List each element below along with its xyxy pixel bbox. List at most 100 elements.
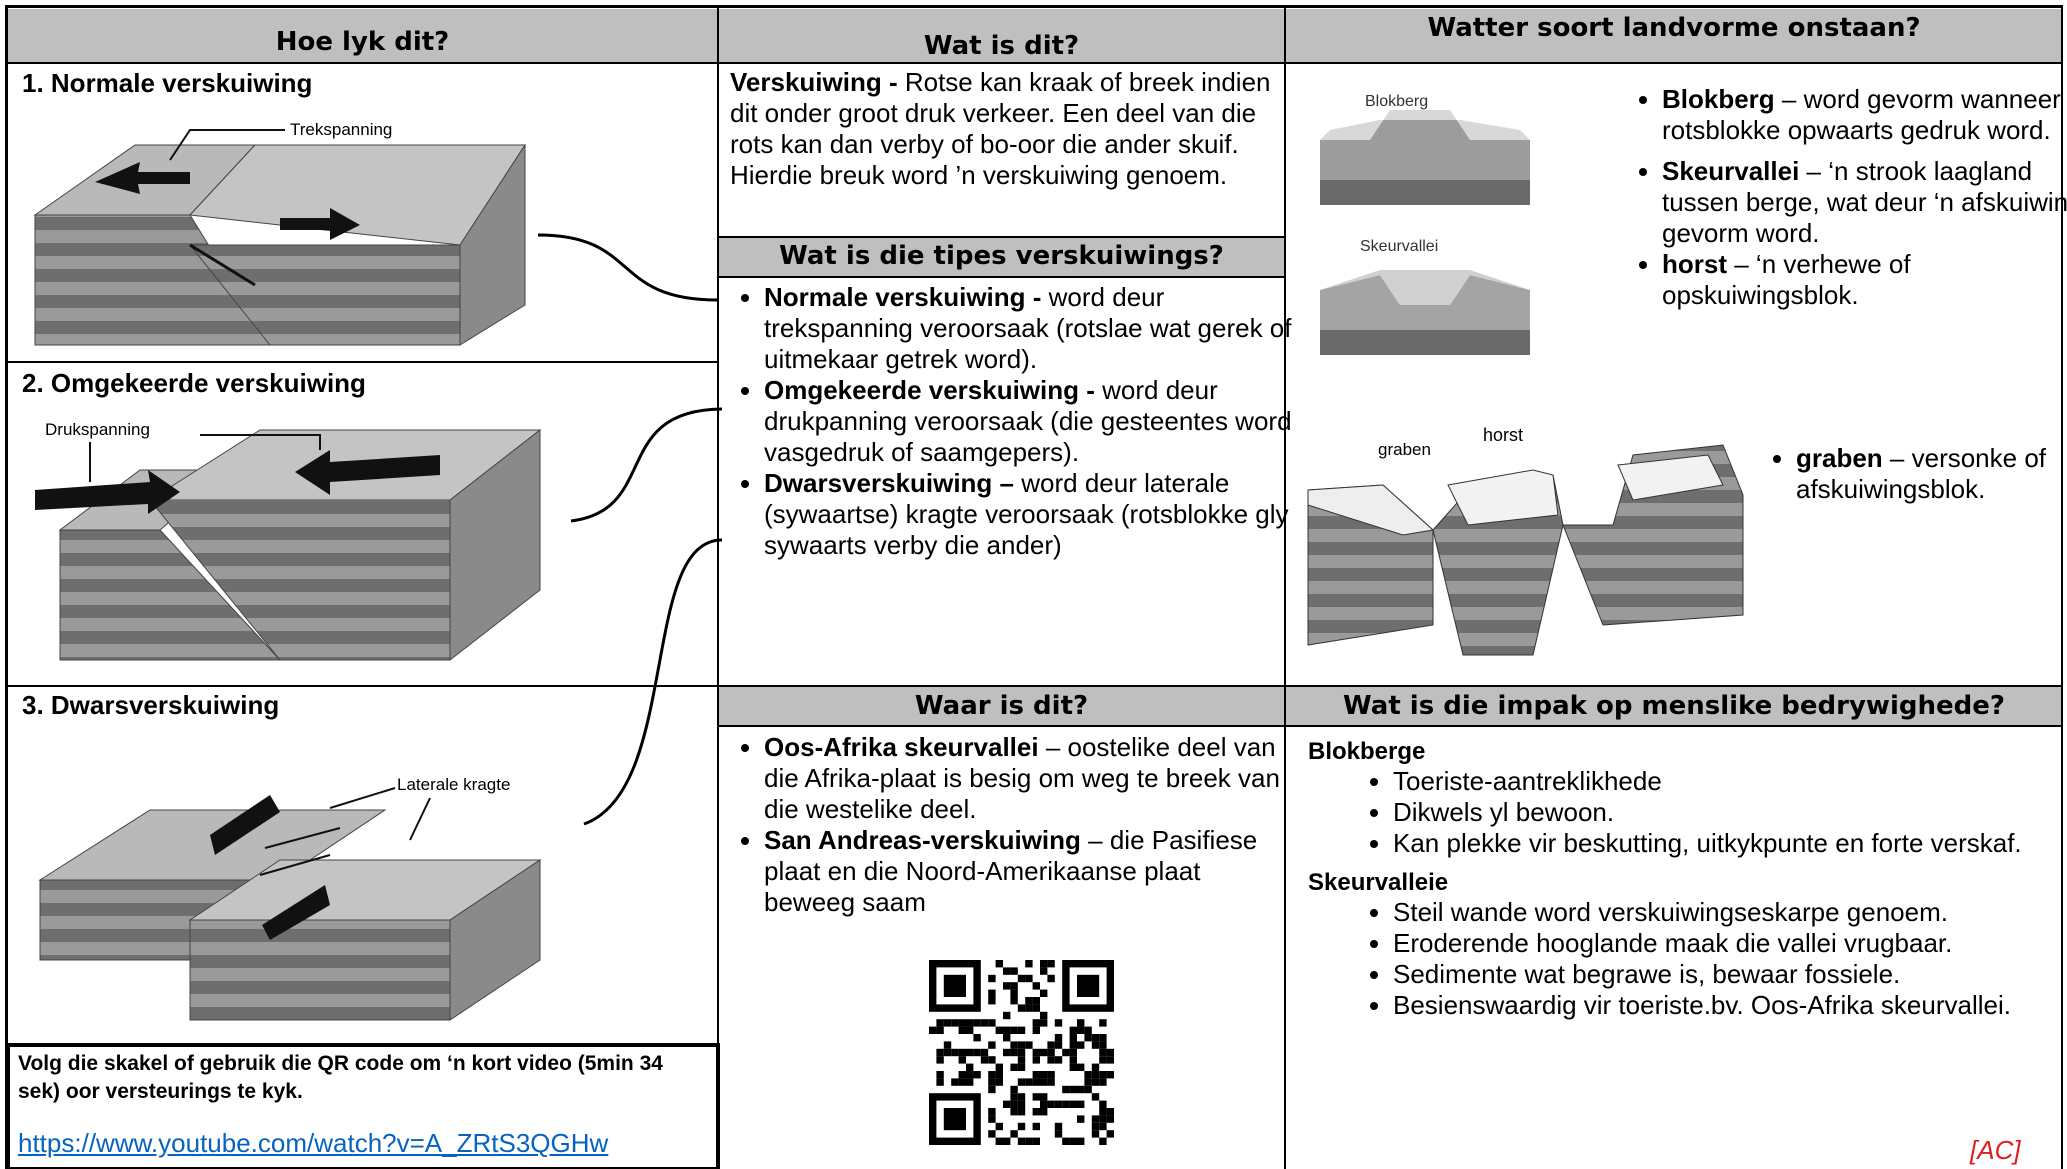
video-link[interactable]: https://www.youtube.com/watch?v=A_ZRtS3Q… — [18, 1128, 609, 1158]
term: Normale verskuiwing - — [764, 282, 1042, 312]
qr-module — [958, 1048, 966, 1057]
qr-module — [973, 1019, 981, 1027]
qr-module — [1010, 1085, 1018, 1094]
qr-module — [943, 1019, 952, 1027]
qr-module — [1017, 1056, 1026, 1064]
qr-module — [973, 1034, 981, 1042]
qr-module — [1047, 1056, 1055, 1064]
qr-module — [995, 1063, 1003, 1071]
qr-module — [1025, 1041, 1033, 1049]
qr-module — [936, 1078, 944, 1086]
qr-module — [1099, 1115, 1107, 1123]
qr-module — [1062, 1085, 1070, 1094]
qr-module — [1062, 1100, 1070, 1108]
qr-module — [1003, 967, 1011, 975]
header: Wat is die impak op menslike bedrywighed… — [1285, 686, 2063, 726]
qr-module — [1032, 1108, 1040, 1116]
qr-module — [1091, 1115, 1100, 1123]
qr-module — [973, 1048, 981, 1057]
qr-module — [1069, 1063, 1077, 1071]
qr-module — [958, 1056, 966, 1064]
qr-module — [1010, 1041, 1018, 1049]
qr-module — [966, 1071, 974, 1079]
qr-module — [936, 1048, 944, 1057]
fault-title: 1. Normale verskuiwing — [22, 68, 313, 98]
qr-module — [973, 1071, 981, 1079]
qr-module — [1032, 1026, 1040, 1034]
qr-module — [1084, 1078, 1092, 1086]
list-item: Kan plekke vir beskutting, uitkykpunte e… — [1393, 828, 2048, 859]
border — [718, 725, 2063, 727]
qr-module — [988, 1041, 996, 1049]
qr-module — [1017, 1026, 1026, 1034]
qr-module — [1077, 1019, 1085, 1027]
qr-module — [980, 1056, 989, 1064]
qr-module — [1091, 1071, 1100, 1079]
qr-module — [1084, 1034, 1092, 1042]
term: San Andreas-verskuiwing — [764, 825, 1081, 855]
qr-module — [936, 1056, 944, 1064]
qr-module — [1032, 982, 1040, 990]
qr-module — [995, 960, 1003, 968]
header: Wat is dit? — [718, 9, 1285, 63]
qr-module — [1106, 1071, 1114, 1079]
list-item: Dwarsverskuiwing – word deur laterale (s… — [764, 468, 1294, 561]
qr-module — [1017, 1100, 1026, 1108]
video-box — [6, 1043, 720, 1169]
qr-module — [1025, 960, 1033, 968]
qr-module — [1017, 1041, 1026, 1049]
qr-module — [1032, 1048, 1040, 1057]
term: graben — [1796, 443, 1883, 473]
qr-module — [966, 1026, 974, 1034]
border — [5, 685, 2063, 687]
qr-module — [1099, 1048, 1107, 1057]
border — [5, 62, 2063, 64]
qr-module — [995, 1122, 1003, 1131]
qr-module — [1025, 997, 1033, 1005]
list-item: Omgekeerde verskuiwing - word deur drukp… — [764, 375, 1294, 468]
qr-module — [1091, 1122, 1100, 1131]
qr-module — [1069, 1026, 1077, 1034]
landform-list: graben – versonke of afskuiwingsblok. — [1762, 443, 2067, 505]
qr-module — [1010, 1130, 1018, 1138]
qr-module — [1106, 1108, 1114, 1116]
qr-module — [936, 1026, 944, 1034]
qr-module — [1040, 960, 1048, 968]
border — [2061, 5, 2063, 1169]
qr-module — [1017, 1108, 1026, 1116]
list-item: Dikwels yl bewoon. — [1393, 797, 2048, 828]
qr-module — [958, 1026, 966, 1034]
landform-list: Blokberg – word gevorm wanneer rotsblokk… — [1628, 84, 2067, 311]
text: – versonke of afskuiwingsblok. — [1796, 443, 2047, 504]
qr-module — [1025, 974, 1033, 983]
qr-module — [951, 1019, 959, 1027]
diagram-label: Laterale kragte — [397, 775, 510, 794]
qr-module — [1025, 1078, 1033, 1086]
qr-module — [1047, 1048, 1055, 1057]
qr-module — [1010, 1063, 1018, 1071]
qr-module — [1010, 997, 1018, 1005]
qr-module — [1091, 1063, 1100, 1071]
qr-module — [1069, 1100, 1077, 1108]
diagram-label: Trekspanning — [290, 120, 392, 139]
qr-module — [1084, 1085, 1092, 1094]
qr-module — [1099, 1100, 1107, 1108]
border — [5, 5, 8, 1169]
qr-module — [1069, 1056, 1077, 1064]
qr-module — [1077, 1085, 1085, 1094]
list-item: Oos-Afrika skeurvallei – oostelike deel … — [764, 732, 1294, 825]
qr-module — [1106, 1056, 1114, 1064]
impact-list: Steil wande word verskuiwingseskarpe gen… — [1308, 897, 2048, 1021]
header: Wat is die tipes verskuiwings? — [718, 237, 1285, 277]
qr-module — [1017, 1093, 1026, 1101]
qr-module — [966, 1048, 974, 1057]
image-label: horst — [1483, 425, 1523, 445]
qr-module — [1010, 1093, 1018, 1101]
qr-module — [988, 1130, 996, 1138]
qr-module — [1040, 1011, 1048, 1020]
qr-module — [1069, 1041, 1077, 1049]
text: word deur trekspanning veroorsaak (rotsl… — [764, 282, 1292, 374]
qr-module — [1099, 1056, 1107, 1064]
border — [1284, 5, 1286, 1169]
